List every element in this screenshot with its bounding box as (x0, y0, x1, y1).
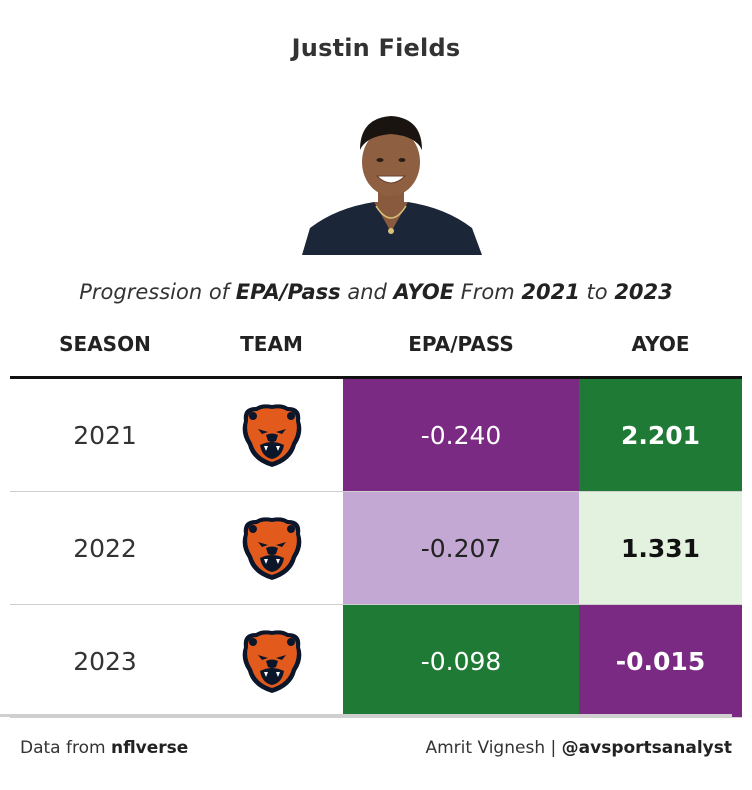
table-header: SEASON TEAM EPA/PASS AYOE (10, 326, 742, 376)
header-epa-pass: EPA/PASS (408, 332, 514, 356)
ayoe-cell: 1.331 (579, 492, 742, 604)
table-bottom-rule (0, 714, 732, 717)
author-credit: Amrit Vignesh | @avsportsanalyst (425, 738, 732, 758)
bears-logo-icon (242, 404, 301, 467)
data-source: Data from nflverse (20, 738, 189, 758)
epa-pass-cell: -0.098 (343, 605, 579, 717)
ayoe-cell: 2.201 (579, 379, 742, 491)
table-row: 2022 -0.207 1.331 (10, 492, 742, 605)
team-logo-cell (200, 605, 343, 717)
epa-pass-cell: -0.240 (343, 379, 579, 491)
header-season: SEASON (59, 332, 151, 356)
bears-logo-icon (242, 517, 301, 580)
team-logo-cell (200, 492, 343, 604)
chart-title: Justin Fields (291, 34, 461, 62)
chart-subtitle: Progression of EPA/Pass and AYOE From 20… (79, 280, 673, 304)
player-headshot (302, 116, 482, 255)
header-rule (10, 376, 742, 379)
table-row: 2021 -0.240 2.201 (10, 379, 742, 492)
header-ayoe: AYOE (631, 332, 690, 356)
season-cell: 2021 (73, 420, 137, 450)
table-row: 2023 -0.098 -0.015 (10, 605, 742, 718)
season-cell: 2022 (73, 533, 137, 563)
ayoe-cell: -0.015 (579, 605, 742, 717)
team-logo-cell (200, 379, 343, 491)
header-team: TEAM (240, 332, 303, 356)
epa-pass-cell: -0.207 (343, 492, 579, 604)
bears-logo-icon (242, 630, 301, 693)
season-cell: 2023 (73, 646, 137, 676)
stats-table: SEASON TEAM EPA/PASS AYOE 2021 -0.240 2.… (10, 326, 742, 718)
